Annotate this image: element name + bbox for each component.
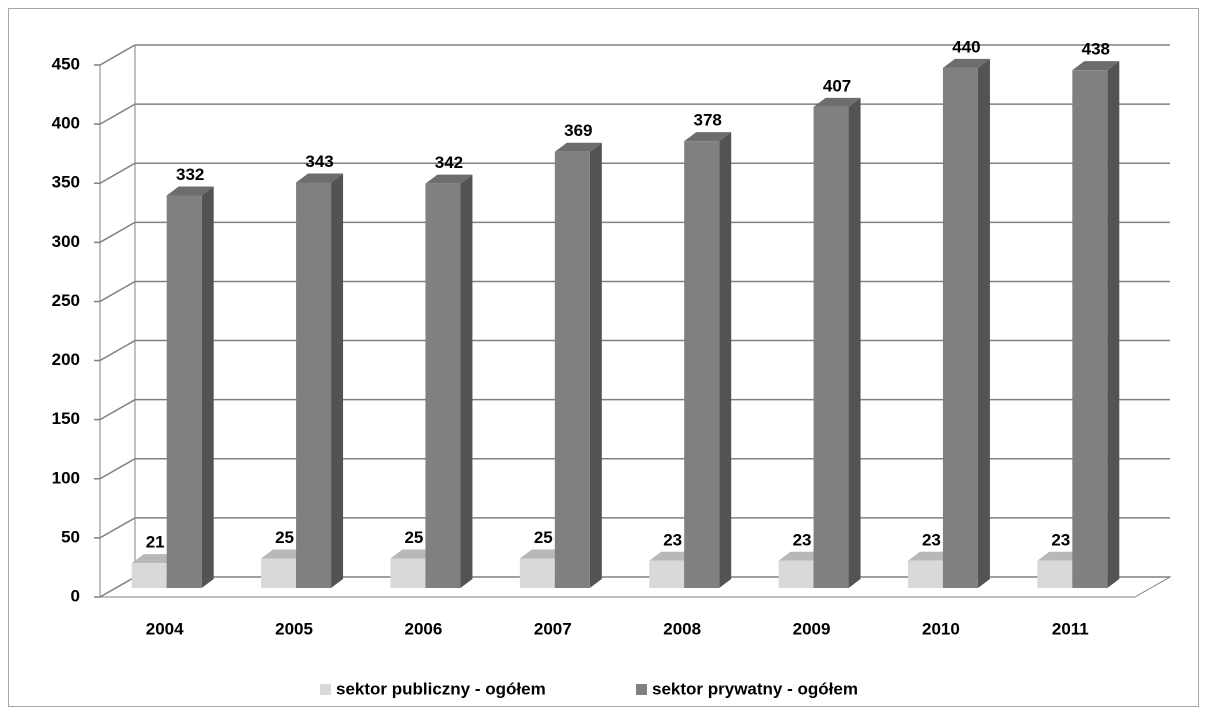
bar-front bbox=[684, 141, 720, 588]
bar-side bbox=[848, 97, 861, 588]
grid-line bbox=[94, 398, 1170, 421]
bar-front bbox=[1037, 560, 1073, 588]
bar-side bbox=[589, 142, 602, 588]
data-label: 407 bbox=[823, 76, 851, 95]
legend-label: sektor publiczny - ogółem bbox=[336, 679, 546, 698]
bar-front bbox=[425, 183, 461, 588]
bar bbox=[684, 132, 732, 588]
bar-front bbox=[813, 106, 849, 588]
bar-side bbox=[460, 174, 473, 588]
bar-front bbox=[166, 195, 202, 588]
y-tick-label: 250 bbox=[52, 291, 80, 310]
y-tick-label: 100 bbox=[52, 468, 80, 487]
bar-side bbox=[719, 132, 732, 588]
x-tick-label: 2009 bbox=[793, 619, 831, 638]
data-label: 23 bbox=[663, 530, 682, 549]
grid-line bbox=[94, 162, 1170, 184]
y-tick-label: 0 bbox=[71, 586, 80, 605]
bar-front bbox=[942, 67, 978, 589]
data-label: 440 bbox=[952, 37, 980, 56]
x-tick-label: 2008 bbox=[663, 619, 701, 638]
y-tick-label: 300 bbox=[52, 232, 80, 251]
y-tick-label: 350 bbox=[52, 173, 80, 192]
y-tick-label: 450 bbox=[52, 54, 80, 73]
bar-front bbox=[519, 558, 555, 588]
grid-line bbox=[94, 339, 1170, 362]
y-tick-label: 200 bbox=[52, 350, 80, 369]
x-tick-label: 2011 bbox=[1052, 619, 1089, 638]
bar-side bbox=[1107, 61, 1120, 589]
grid-line bbox=[94, 458, 1170, 480]
bar-top bbox=[554, 142, 602, 152]
grid-line bbox=[94, 517, 1170, 539]
legend-swatch bbox=[636, 684, 647, 695]
data-label: 25 bbox=[534, 528, 553, 547]
bar-front bbox=[131, 563, 167, 588]
bar bbox=[166, 186, 214, 588]
bar-top bbox=[1072, 61, 1120, 71]
x-tick-label: 2010 bbox=[922, 619, 960, 638]
data-label: 25 bbox=[275, 528, 294, 547]
data-label: 25 bbox=[404, 528, 423, 547]
bar-front bbox=[554, 151, 590, 588]
bar bbox=[813, 97, 861, 588]
x-tick-label: 2004 bbox=[146, 619, 184, 638]
data-label: 23 bbox=[1051, 530, 1070, 549]
bar-top bbox=[684, 132, 732, 142]
data-label: 21 bbox=[146, 533, 165, 552]
grid-line bbox=[94, 103, 1170, 125]
bar-top bbox=[166, 186, 214, 196]
y-tick-label: 400 bbox=[52, 114, 80, 133]
data-label: 23 bbox=[793, 530, 812, 549]
bar-top bbox=[942, 58, 990, 68]
bar bbox=[1072, 61, 1120, 589]
data-label: 23 bbox=[922, 530, 941, 549]
bar-front bbox=[296, 182, 332, 588]
bar-top bbox=[813, 97, 861, 107]
bar-side bbox=[977, 58, 990, 589]
data-label: 332 bbox=[176, 165, 204, 184]
bar bbox=[554, 142, 602, 588]
legend-label: sektor prywatny - ogółem bbox=[652, 679, 858, 698]
bar bbox=[296, 173, 344, 588]
bar bbox=[425, 174, 473, 588]
y-tick-label: 50 bbox=[61, 527, 80, 546]
x-tick-label: 2007 bbox=[534, 619, 572, 638]
grid-line bbox=[94, 280, 1170, 303]
floor bbox=[98, 576, 1172, 598]
bar bbox=[942, 58, 990, 589]
bar-side bbox=[201, 186, 214, 588]
data-label: 343 bbox=[305, 152, 333, 171]
grid-line bbox=[94, 221, 1170, 244]
grid-line bbox=[94, 44, 1170, 66]
bar-front bbox=[390, 558, 426, 588]
data-label: 369 bbox=[564, 121, 592, 140]
x-tick-label: 2006 bbox=[405, 619, 443, 638]
y-tick-label: 150 bbox=[52, 409, 80, 428]
bar-front bbox=[907, 560, 943, 588]
bar-top bbox=[425, 174, 473, 184]
bar-front bbox=[261, 558, 297, 588]
data-label: 378 bbox=[694, 111, 722, 130]
x-tick-label: 2005 bbox=[275, 619, 313, 638]
bar-front bbox=[778, 560, 814, 588]
bar-front bbox=[649, 560, 685, 588]
bar-front bbox=[1072, 70, 1108, 589]
data-label: 342 bbox=[435, 153, 463, 172]
bar-side bbox=[331, 173, 344, 588]
data-label: 438 bbox=[1082, 40, 1110, 59]
bar-top bbox=[296, 173, 344, 183]
legend-swatch bbox=[320, 684, 331, 695]
